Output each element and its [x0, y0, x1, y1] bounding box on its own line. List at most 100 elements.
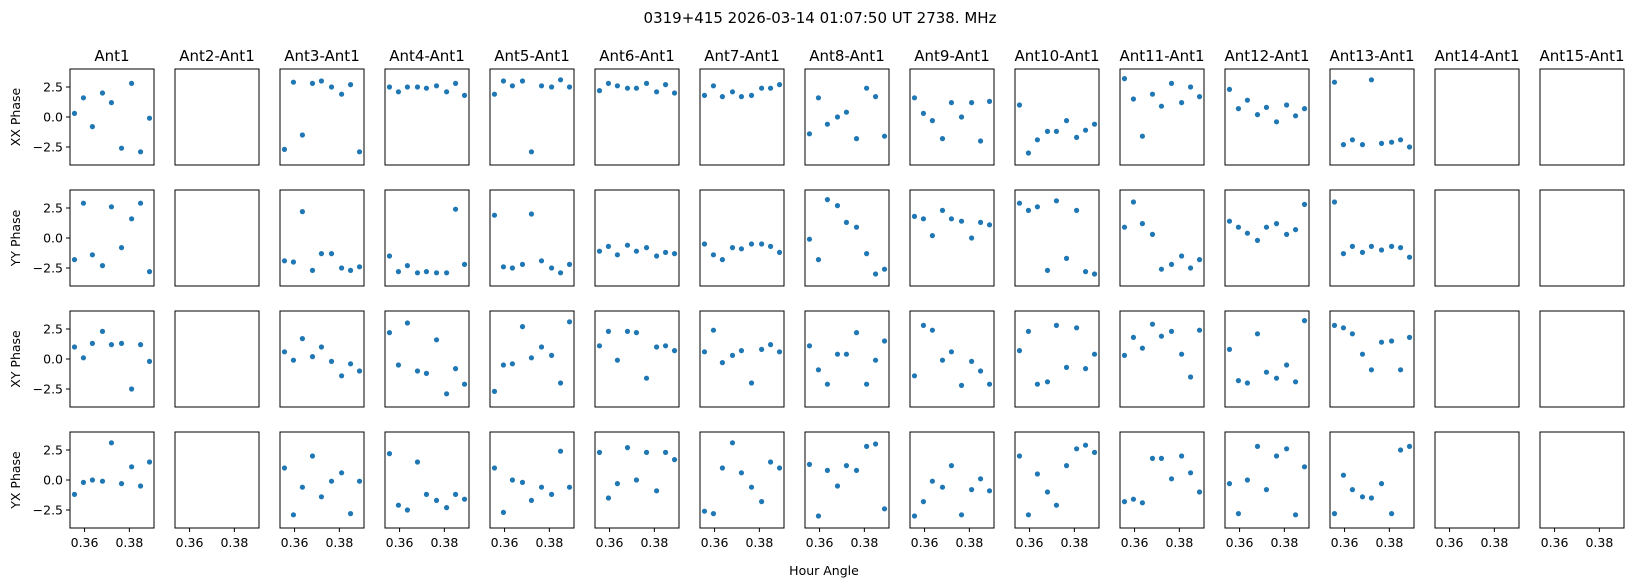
- data-point: [1368, 77, 1375, 83]
- data-point: [1273, 453, 1280, 459]
- panel-ant15-ant1-xy-phase: [1539, 310, 1625, 408]
- x-tick-label: 0.38: [640, 535, 668, 550]
- panel-frame: [279, 189, 365, 287]
- data-point: [767, 459, 774, 465]
- data-point: [1053, 198, 1060, 204]
- data-point: [738, 470, 745, 476]
- data-point: [452, 206, 459, 212]
- data-point: [1235, 510, 1242, 517]
- data-point: [557, 77, 564, 83]
- column-title-ant9-ant1: Ant9-Ant1: [914, 47, 989, 65]
- panel-ant11-ant1-yx-phase: 0.36 0.38: [1119, 431, 1205, 550]
- data-point: [386, 84, 393, 90]
- data-point: [1406, 144, 1413, 150]
- panel-ant4-ant1-xy-phase: [384, 310, 470, 408]
- data-point: [1034, 381, 1040, 387]
- panel-frame: [1014, 68, 1100, 166]
- panel-ant13-ant1-yy-phase: [1329, 189, 1415, 287]
- data-point: [1254, 443, 1261, 449]
- column-title-ant8-ant1: Ant8-Ant1: [809, 47, 884, 65]
- data-point: [1378, 140, 1385, 146]
- data-point: [1149, 231, 1156, 237]
- x-tick-label: 0.38: [220, 535, 248, 550]
- data-point: [89, 477, 95, 483]
- data-point: [1091, 351, 1098, 357]
- data-point: [281, 258, 288, 264]
- data-point: [1196, 94, 1203, 100]
- data-point: [671, 457, 678, 463]
- data-point: [347, 361, 354, 367]
- data-point: [1034, 471, 1040, 477]
- data-point: [1301, 318, 1308, 324]
- data-point: [719, 257, 726, 263]
- data-point: [624, 328, 631, 334]
- data-point: [386, 451, 393, 457]
- data-point: [519, 78, 526, 84]
- panel-ant2-ant1-yx-phase: 0.36 0.38: [174, 431, 260, 550]
- panel-frame: [804, 189, 890, 287]
- data-point: [1331, 510, 1338, 517]
- data-point: [1397, 447, 1404, 453]
- panel-frame: [384, 431, 470, 529]
- data-point: [491, 388, 498, 394]
- panel-frame: [1224, 431, 1310, 529]
- data-point: [1389, 139, 1395, 145]
- column-title-ant11-ant1: Ant11-Ant1: [1119, 47, 1204, 65]
- data-point: [633, 477, 640, 483]
- data-point: [920, 499, 927, 505]
- data-point: [356, 368, 363, 374]
- data-point: [1378, 247, 1385, 253]
- panel-ant6-ant1-yx-phase: 0.36 0.38: [594, 431, 680, 550]
- x-tick-label: 0.38: [115, 535, 143, 550]
- column-title-ant1: Ant1: [94, 47, 129, 65]
- data-point: [1016, 200, 1023, 206]
- data-point: [146, 115, 153, 121]
- data-point: [528, 355, 535, 361]
- data-point: [911, 95, 918, 101]
- data-point: [662, 449, 669, 455]
- data-point: [767, 342, 774, 348]
- panel-ant3-ant1-yx-phase: 0.36 0.38: [279, 431, 365, 550]
- data-point: [1244, 477, 1250, 483]
- data-point: [290, 512, 297, 518]
- data-point: [738, 246, 745, 252]
- data-point: [1389, 338, 1395, 344]
- data-point: [433, 270, 440, 276]
- data-point: [986, 381, 993, 387]
- data-point: [423, 85, 430, 91]
- data-point: [864, 381, 870, 387]
- data-point: [1149, 91, 1156, 97]
- panel-ant8-ant1-yx-phase: 0.36 0.38: [804, 431, 890, 550]
- data-point: [824, 467, 831, 473]
- data-point: [1130, 96, 1137, 102]
- data-point: [129, 216, 135, 222]
- panel-ant7-ant1-xx-phase: [699, 68, 785, 166]
- data-point: [299, 336, 305, 342]
- panel-frame: [1434, 310, 1520, 408]
- data-point: [605, 328, 612, 334]
- data-point: [843, 463, 850, 469]
- data-point: [1149, 321, 1156, 327]
- data-point: [881, 506, 888, 512]
- panel-frame: [489, 310, 575, 408]
- y-tick-label: −2.5: [33, 261, 63, 276]
- x-tick-label: 0.38: [745, 535, 773, 550]
- column-title-ant14-ant1: Ant14-Ant1: [1434, 47, 1519, 65]
- row-label-xx-phase: XX Phase: [8, 87, 23, 146]
- data-point: [948, 100, 955, 106]
- data-point: [929, 478, 936, 484]
- data-point: [662, 343, 669, 349]
- data-point: [1284, 362, 1290, 368]
- data-point: [671, 251, 678, 257]
- panel-frame: [1539, 310, 1625, 408]
- x-tick-label: 0.36: [71, 535, 99, 550]
- data-point: [99, 90, 106, 96]
- data-point: [1121, 224, 1128, 230]
- data-point: [920, 110, 927, 116]
- data-point: [452, 80, 459, 86]
- data-point: [519, 479, 526, 485]
- data-point: [1359, 142, 1366, 148]
- data-point: [281, 465, 288, 471]
- data-point: [948, 349, 955, 355]
- data-point: [356, 264, 363, 270]
